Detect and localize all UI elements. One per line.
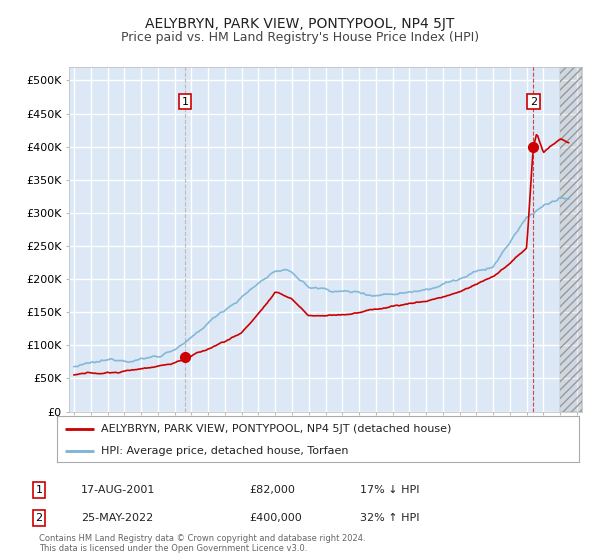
Text: £400,000: £400,000 [249, 513, 302, 523]
Text: HPI: Average price, detached house, Torfaen: HPI: Average price, detached house, Torf… [101, 446, 349, 455]
Text: Price paid vs. HM Land Registry's House Price Index (HPI): Price paid vs. HM Land Registry's House … [121, 31, 479, 44]
Text: 2: 2 [35, 513, 43, 523]
Bar [560, 67, 582, 412]
Text: AELYBRYN, PARK VIEW, PONTYPOOL, NP4 5JT (detached house): AELYBRYN, PARK VIEW, PONTYPOOL, NP4 5JT … [101, 424, 452, 434]
Text: 2: 2 [530, 97, 537, 106]
Text: 25-MAY-2022: 25-MAY-2022 [81, 513, 153, 523]
Text: £82,000: £82,000 [249, 485, 295, 495]
Text: 17-AUG-2001: 17-AUG-2001 [81, 485, 155, 495]
Bar [560, 67, 582, 412]
Text: 17% ↓ HPI: 17% ↓ HPI [360, 485, 419, 495]
Text: Contains HM Land Registry data © Crown copyright and database right 2024.
This d: Contains HM Land Registry data © Crown c… [39, 534, 365, 553]
Text: 1: 1 [182, 97, 188, 106]
Text: 1: 1 [35, 485, 43, 495]
Text: AELYBRYN, PARK VIEW, PONTYPOOL, NP4 5JT: AELYBRYN, PARK VIEW, PONTYPOOL, NP4 5JT [145, 17, 455, 31]
Text: 32% ↑ HPI: 32% ↑ HPI [360, 513, 419, 523]
